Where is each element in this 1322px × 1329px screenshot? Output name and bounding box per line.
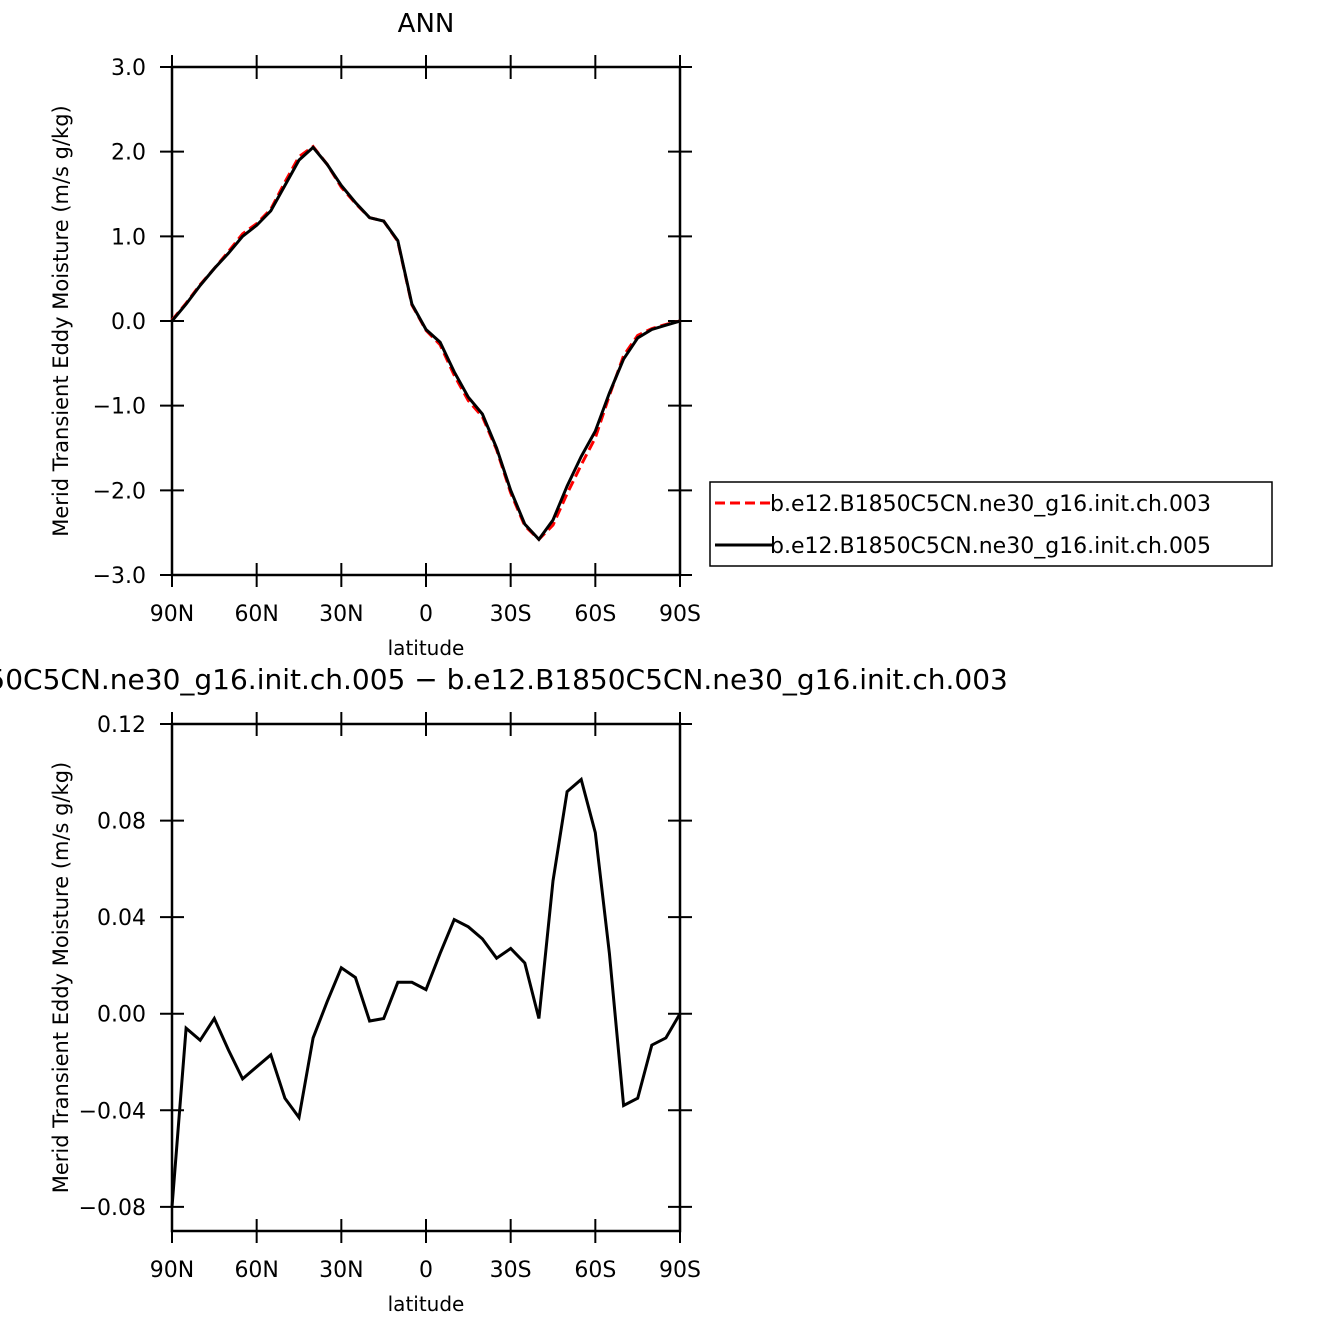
- y-tick-label: 0.08: [97, 810, 146, 835]
- x-tick-label: 90N: [150, 602, 194, 627]
- x-tick-label: 0: [419, 602, 433, 627]
- y-tick-label: −2.0: [93, 479, 146, 504]
- chart-title: ANN: [398, 9, 455, 39]
- x-tick-label: 30S: [490, 602, 532, 627]
- x-axis-label: latitude: [388, 636, 465, 660]
- x-tick-label: 90S: [659, 1258, 701, 1283]
- data-line: [170, 776, 682, 1208]
- x-tick-label: 60S: [574, 602, 616, 627]
- y-tick-label: 0.04: [97, 906, 146, 931]
- y-tick-label: 0.00: [97, 1003, 146, 1028]
- y-tick-label: 3.0: [111, 56, 146, 81]
- y-tick-label: −0.08: [79, 1196, 146, 1221]
- x-tick-label: 30S: [490, 1258, 532, 1283]
- x-axis-label: latitude: [388, 1292, 465, 1316]
- y-tick-label: 2.0: [111, 141, 146, 166]
- plot-frame: [170, 65, 682, 577]
- y-axis-label: Merid Transient Eddy Moisture (m/s g/kg): [49, 105, 73, 537]
- x-tick-label: 60N: [234, 1258, 278, 1283]
- legend-box: [709, 481, 1273, 567]
- legend-label: b.e12.B1850C5CN.ne30_g16.init.ch.003: [770, 492, 1211, 517]
- x-tick-label: 30N: [319, 602, 363, 627]
- x-tick-label: 60S: [574, 1258, 616, 1283]
- x-tick-label: 60N: [234, 602, 278, 627]
- x-tick-label: 90N: [150, 1258, 194, 1283]
- x-tick-label: 90S: [659, 602, 701, 627]
- chart-title: b.e12.B1850C5CN.ne30_g16.init.ch.005 − b…: [0, 663, 1008, 696]
- y-axis-label: Merid Transient Eddy Moisture (m/s g/kg): [49, 762, 73, 1194]
- y-tick-label: −1.0: [93, 395, 146, 420]
- x-tick-label: 0: [419, 1258, 433, 1283]
- y-tick-label: −0.04: [79, 1099, 146, 1124]
- x-tick-label: 30N: [319, 1258, 363, 1283]
- y-tick-label: −3.0: [93, 564, 146, 589]
- data-line: [170, 145, 681, 542]
- legend-label: b.e12.B1850C5CN.ne30_g16.init.ch.005: [770, 534, 1211, 559]
- plot-frame: [170, 722, 682, 1233]
- y-tick-label: 0.0: [111, 310, 146, 335]
- data-line: [170, 144, 681, 542]
- y-tick-label: 0.12: [97, 713, 146, 738]
- y-tick-label: 1.0: [111, 225, 146, 250]
